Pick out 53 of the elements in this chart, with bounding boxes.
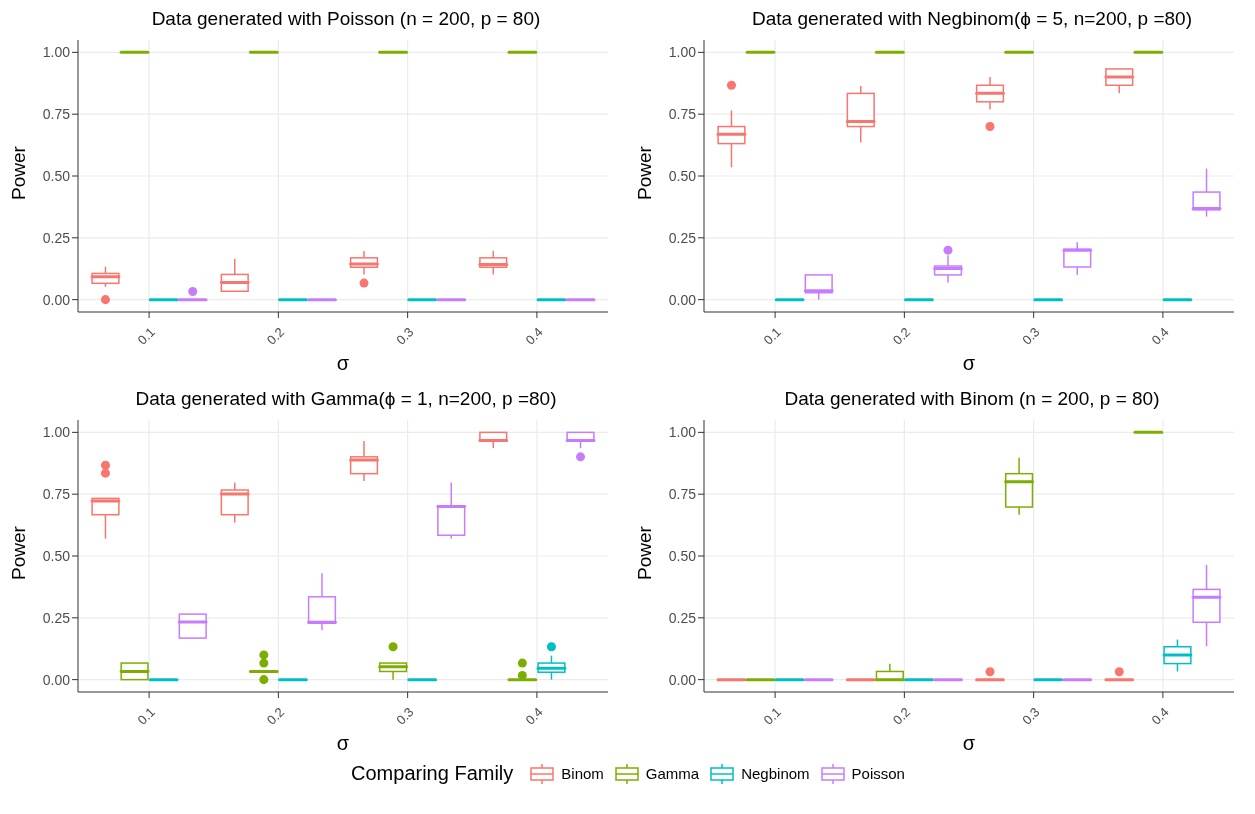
legend-title: Comparing Family xyxy=(351,762,514,785)
legend-label: Binom xyxy=(560,764,604,784)
x-tick-label: 0.3 xyxy=(1019,704,1043,728)
x-tick-label: 0.2 xyxy=(889,704,914,728)
x-tick-label: 0.2 xyxy=(263,704,288,728)
y-axis-title: Power xyxy=(633,525,655,580)
x-tick-label: 0.1 xyxy=(134,704,158,728)
y-tick-label: 0.75 xyxy=(42,486,71,503)
y-tick-label: 0.00 xyxy=(668,671,697,688)
x-tick-label: 0.1 xyxy=(760,324,784,348)
y-tick-label: 1.00 xyxy=(42,424,71,441)
legend-label: Negbinom xyxy=(740,764,810,784)
legend-label: Gamma xyxy=(644,764,700,784)
x-tick-label: 0.4 xyxy=(522,704,546,728)
x-tick-label: 0.3 xyxy=(393,704,417,728)
x-axis-title: σ xyxy=(962,732,976,754)
y-tick-label: 1.00 xyxy=(42,44,71,61)
y-tick-label: 0.50 xyxy=(42,547,71,564)
y-tick-label: 1.00 xyxy=(668,44,697,61)
y-tick-label: 0.75 xyxy=(42,106,71,123)
y-tick-label: 0.25 xyxy=(42,609,71,626)
x-tick-label: 0.2 xyxy=(263,324,288,348)
y-tick-label: 0.50 xyxy=(668,547,697,564)
x-axis-title: σ xyxy=(962,352,976,374)
y-tick-label: 0.00 xyxy=(42,671,71,688)
x-tick-label: 0.3 xyxy=(1019,324,1043,348)
x-tick-label: 0.3 xyxy=(393,324,417,348)
x-tick-label: 0.2 xyxy=(889,324,914,348)
y-axis-title: Power xyxy=(7,525,29,580)
x-tick-label: 0.4 xyxy=(1148,704,1172,728)
y-axis-title: Power xyxy=(7,145,29,200)
x-tick-label: 0.4 xyxy=(1148,324,1172,348)
chart-title: Data generated with Negbinom(ϕ = 5, n=200, p =80) xyxy=(751,8,1193,31)
legend-label: Poisson xyxy=(850,764,905,784)
y-tick-label: 0.50 xyxy=(42,167,71,184)
y-axis-title: Power xyxy=(633,145,655,200)
y-tick-label: 0.00 xyxy=(42,291,71,308)
x-tick-label: 0.1 xyxy=(760,704,784,728)
y-tick-label: 0.25 xyxy=(42,229,71,246)
x-tick-label: 0.1 xyxy=(134,324,158,348)
y-tick-label: 0.25 xyxy=(668,229,697,246)
y-tick-label: 0.50 xyxy=(668,167,697,184)
y-tick-label: 0.00 xyxy=(668,291,697,308)
y-tick-label: 1.00 xyxy=(668,424,697,441)
chart-title: Data generated with Gamma(ϕ = 1, n=200, p =80) xyxy=(134,388,558,411)
chart-title: Data generated with Poisson (n = 200, p = 80) xyxy=(150,8,542,31)
x-tick-label: 0.4 xyxy=(522,324,546,348)
x-axis-title: σ xyxy=(336,352,350,374)
y-tick-label: 0.75 xyxy=(668,106,697,123)
y-tick-label: 0.25 xyxy=(668,609,697,626)
y-tick-label: 0.75 xyxy=(668,486,697,503)
chart-title: Data generated with Binom (n = 200, p = 80) xyxy=(783,388,1161,411)
x-axis-title: σ xyxy=(336,732,350,754)
